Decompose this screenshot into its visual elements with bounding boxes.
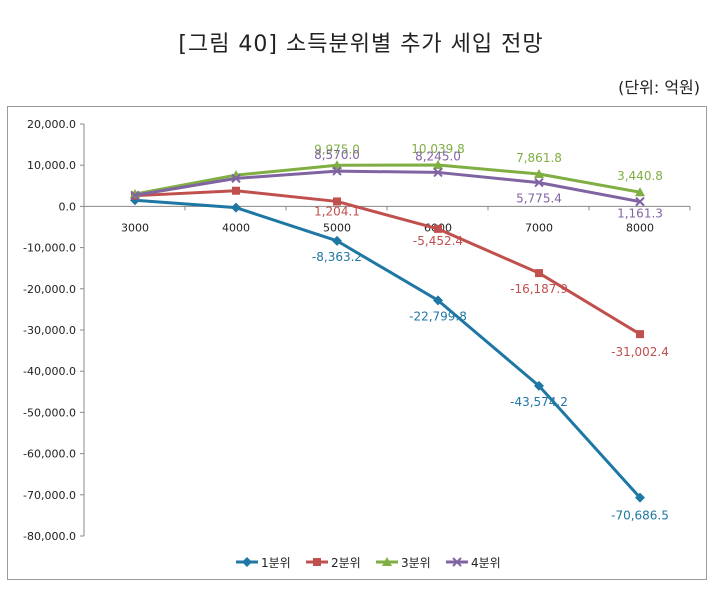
- data-label: -8,363.2: [312, 250, 362, 264]
- y-tick-label: -80,000.0: [23, 530, 76, 543]
- legend-label: 1분위: [261, 556, 291, 570]
- data-point-4: [534, 177, 544, 188]
- data-point-4: [231, 173, 241, 184]
- legend-label: 4분위: [471, 556, 501, 570]
- data-point-2: [232, 186, 240, 195]
- data-point-3: [534, 169, 544, 179]
- data-point-3: [382, 557, 392, 566]
- legend-label: 2분위: [331, 556, 361, 570]
- data-label: 3,440.8: [617, 169, 663, 183]
- chart-frame: [7, 106, 707, 580]
- data-point-2: [636, 330, 644, 339]
- data-point-2: [535, 269, 543, 278]
- x-tick-label: 8000: [626, 221, 654, 234]
- y-tick-label: -40,000.0: [23, 365, 76, 378]
- data-label: 1,204.1: [314, 204, 360, 218]
- y-tick-label: -70,000.0: [23, 489, 76, 502]
- data-point-1: [635, 492, 645, 503]
- x-tick-label: 7000: [525, 221, 553, 234]
- data-point-1: [433, 295, 443, 306]
- data-point-1: [231, 202, 241, 213]
- page-title: [그림 40] 소득분위별 추가 세입 전망: [178, 32, 544, 57]
- y-tick-label: 10,000.0: [27, 159, 76, 172]
- data-label: -16,187.9: [510, 282, 568, 296]
- data-label: 8,245.0: [415, 149, 461, 163]
- data-label: -31,002.4: [611, 345, 669, 359]
- series-line-3: [134, 163, 641, 196]
- x-tick-label: 3000: [121, 221, 149, 234]
- data-point-4: [130, 190, 140, 200]
- data-point-2: [434, 224, 442, 233]
- y-tick-label: -20,000.0: [23, 283, 76, 296]
- data-label: 1,161.3: [617, 207, 663, 221]
- data-point-3: [433, 160, 443, 170]
- legend-label: 3분위: [401, 556, 431, 570]
- y-tick-label: 20,000.0: [27, 118, 76, 131]
- data-point-4: [635, 196, 645, 207]
- data-point-4: [433, 167, 443, 178]
- data-label: -70,686.5: [611, 509, 669, 523]
- y-tick-label: -50,000.0: [23, 406, 76, 419]
- unit-label: (단위: 억원): [618, 78, 700, 97]
- data-point-3: [635, 187, 645, 197]
- y-tick-label: 0.0: [59, 200, 77, 213]
- data-point-4: [332, 166, 342, 176]
- data-point-1: [242, 557, 252, 567]
- data-label: 9,975.0: [314, 142, 360, 156]
- data-label: -43,574.2: [510, 395, 568, 409]
- data-point-3: [332, 160, 342, 170]
- x-tick-label: 5000: [323, 221, 351, 234]
- data-label: 8,570.0: [314, 148, 360, 162]
- data-point-2: [333, 197, 341, 206]
- data-point-1: [332, 235, 342, 246]
- data-point-1: [534, 380, 544, 391]
- series-line-1: [134, 198, 642, 499]
- data-label: -5,452.4: [413, 234, 463, 248]
- y-tick-label: -10,000.0: [23, 242, 76, 255]
- series-line-2: [134, 189, 641, 336]
- data-label: 7,861.8: [516, 151, 562, 165]
- series-line-4: [134, 169, 641, 204]
- x-tick-label: 4000: [222, 221, 250, 234]
- data-label: 10,039.8: [411, 142, 464, 156]
- data-label: 5,775.4: [516, 192, 562, 206]
- y-tick-label: -30,000.0: [23, 324, 76, 337]
- y-tick-label: -60,000.0: [23, 448, 76, 461]
- data-label: -22,799.8: [409, 309, 467, 323]
- data-point-2: [313, 558, 321, 566]
- data-point-4: [452, 557, 462, 567]
